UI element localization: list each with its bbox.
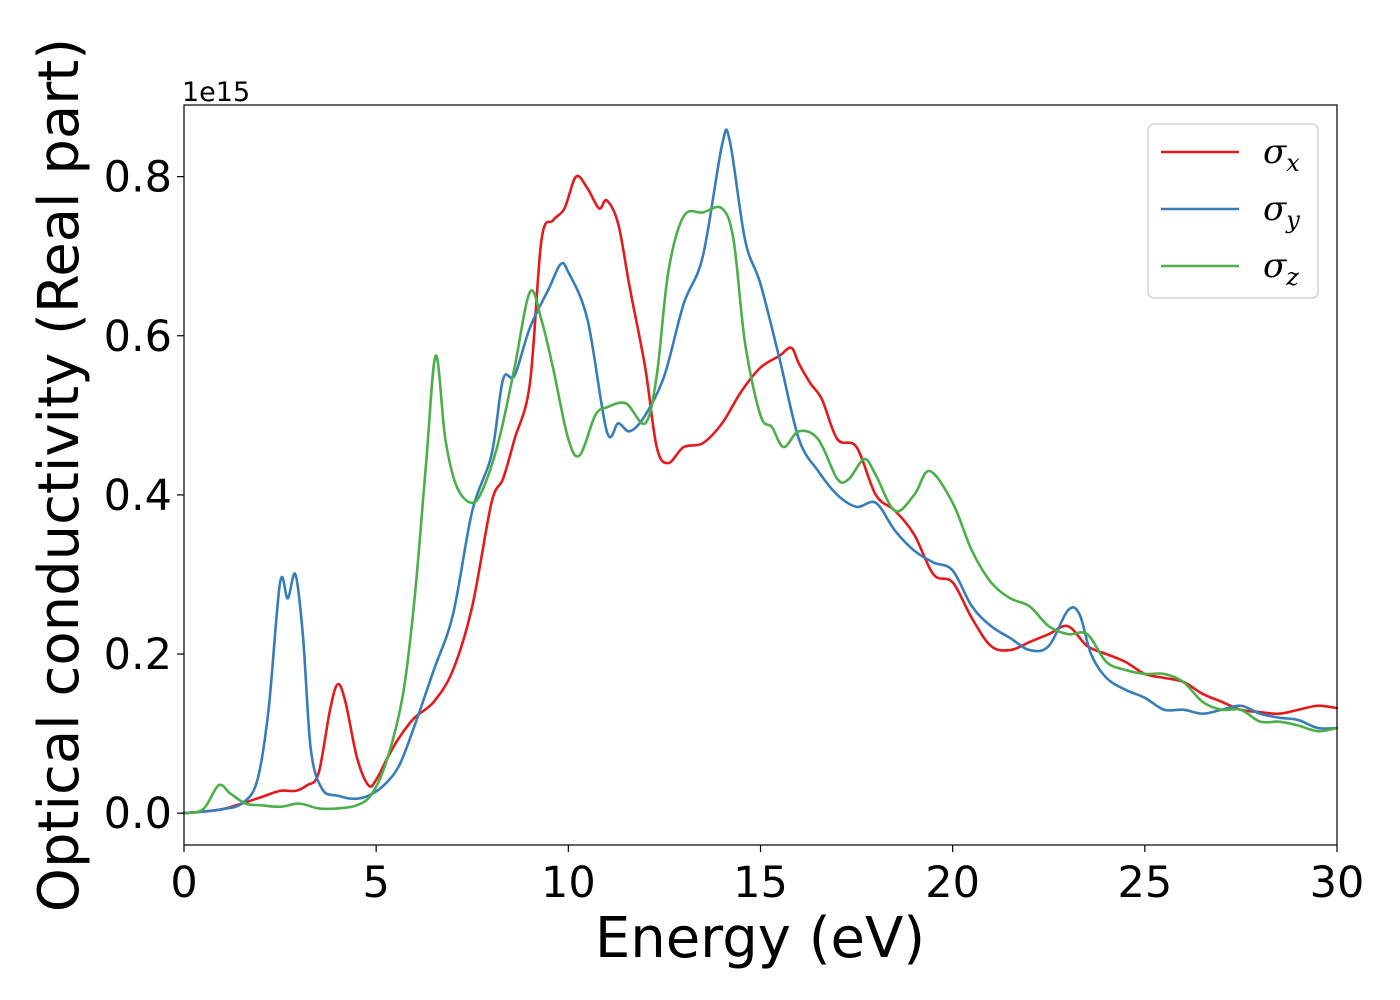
legend-subscript: y	[1285, 206, 1300, 234]
x-axis: 0 5 10 15 20 25 30	[170, 845, 1364, 908]
x-tick-label: 15	[733, 858, 788, 908]
series-line-z	[182, 205, 1339, 815]
legend-subscript: x	[1286, 149, 1300, 177]
legend-label-y: σy	[1263, 189, 1300, 234]
series-lines	[182, 128, 1339, 815]
legend-subscript: z	[1285, 263, 1299, 291]
x-tick-label: 5	[362, 858, 389, 908]
y-tick-label: 0.6	[104, 312, 172, 362]
x-axis-title: Energy (eV)	[595, 906, 925, 971]
legend-label-x: σx	[1263, 132, 1300, 177]
legend-label-z: σz	[1263, 246, 1299, 291]
x-tick-label: 25	[1117, 858, 1172, 908]
legend-symbol: σ	[1263, 246, 1287, 286]
x-tick-label: 30	[1310, 858, 1365, 908]
y-axis: 0.0 0.2 0.4 0.6 0.8	[104, 153, 184, 839]
x-tick-label: 10	[541, 858, 596, 908]
legend-symbol: σ	[1263, 132, 1287, 172]
y-tick-label: 0.0	[104, 789, 172, 839]
x-tick-label: 20	[925, 858, 980, 908]
legend-symbol: σ	[1263, 189, 1287, 229]
y-tick-label: 0.8	[104, 153, 172, 203]
legend-box	[1147, 123, 1319, 299]
x-tick-label: 0	[170, 858, 197, 908]
series-line-y	[182, 128, 1339, 815]
y-tick-label: 0.2	[104, 630, 172, 680]
y-tick-label: 0.4	[104, 471, 172, 521]
y-axis-title: Optical conductivity (Real part)	[27, 38, 92, 912]
y-offset-label: 1e15	[182, 77, 250, 108]
